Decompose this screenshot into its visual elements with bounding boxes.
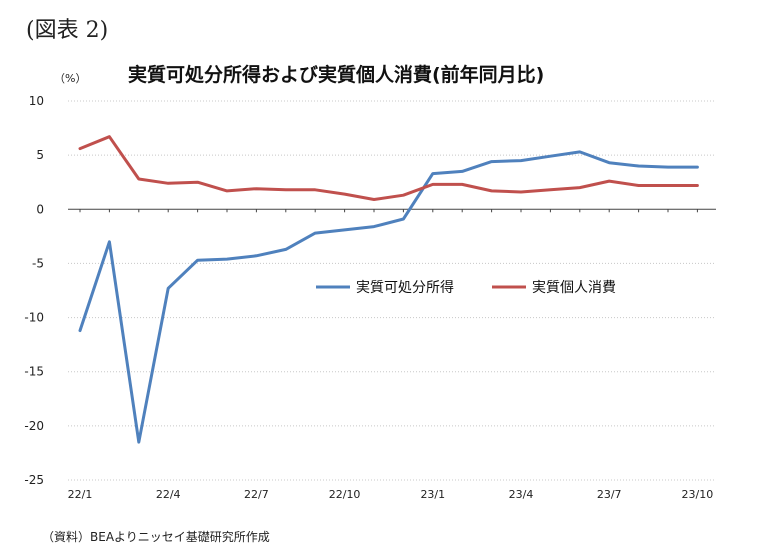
y-tick-label: -25 (24, 473, 44, 487)
gridlines (68, 100, 716, 481)
y-tick-label: -15 (24, 365, 44, 379)
chart-title: 実質可処分所得および実質個人消費(前年同月比) (128, 64, 545, 86)
x-tick-label: 22/7 (244, 488, 269, 501)
axes: 10 5 0 -5 -10 -15 -20 -25 22/1 22/4 22/7 22/10 23/1 2… (24, 94, 716, 501)
y-tick-label: 10 (29, 94, 44, 108)
series-lines (78, 135, 699, 444)
legend-label-1: 実質可処分所得 (356, 279, 454, 296)
x-tick-label: 23/7 (597, 488, 622, 501)
x-tick-label: 23/4 (509, 488, 534, 501)
x-tick-label: 23/1 (420, 488, 445, 501)
y-axis-unit-label: （%） (54, 72, 87, 85)
series-line-2 (78, 135, 699, 201)
series-line-1 (78, 150, 699, 444)
x-tick-label: 22/4 (156, 488, 181, 501)
legend: 実質可処分所得 実質個人消費 (316, 279, 616, 296)
y-tick-label: 0 (36, 202, 44, 216)
y-tick-label: -5 (32, 256, 44, 270)
source-note: （資料）BEAよりニッセイ基礎研究所作成 (42, 530, 270, 544)
figure-label: (図表 2) (26, 18, 109, 43)
x-tick-label: 22/10 (329, 488, 361, 501)
x-tick-label: 23/10 (682, 488, 714, 501)
x-tick-label: 22/1 (68, 488, 93, 501)
legend-label-2: 実質個人消費 (532, 280, 616, 296)
y-tick-label: -10 (24, 311, 44, 325)
y-tick-label: 5 (36, 148, 44, 162)
y-tick-label: -20 (24, 419, 44, 433)
